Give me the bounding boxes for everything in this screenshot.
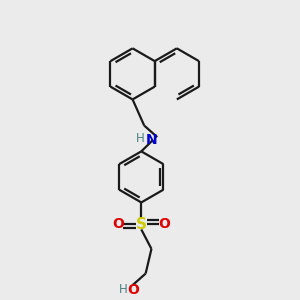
- Text: O: O: [127, 283, 139, 296]
- Text: N: N: [146, 133, 157, 147]
- Text: S: S: [136, 217, 147, 232]
- Text: O: O: [159, 217, 170, 231]
- Text: O: O: [112, 217, 124, 231]
- Text: H: H: [119, 283, 128, 296]
- Text: H: H: [136, 132, 145, 145]
